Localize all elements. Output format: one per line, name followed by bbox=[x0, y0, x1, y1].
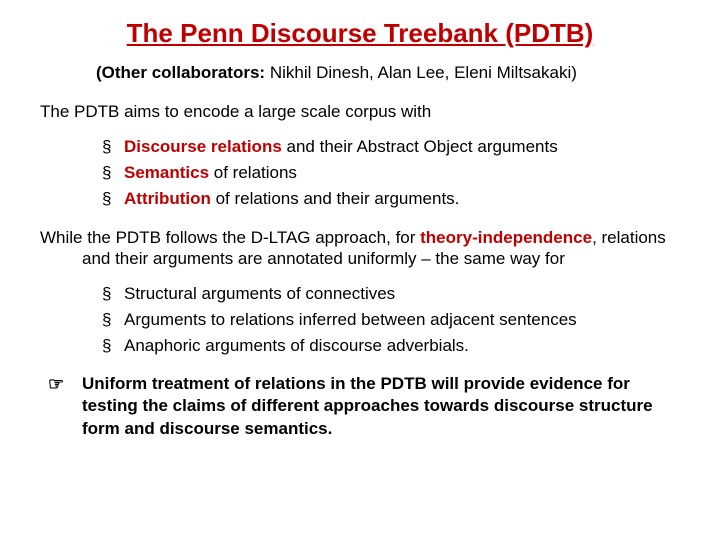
keyword: Attribution bbox=[124, 189, 211, 208]
slide: The Penn Discourse Treebank (PDTB) (Othe… bbox=[0, 0, 720, 540]
list-item: Discourse relations and their Abstract O… bbox=[102, 136, 680, 158]
intro-paragraph: The PDTB aims to encode a large scale co… bbox=[40, 101, 680, 122]
subtitle: (Other collaborators: Nikhil Dinesh, Ala… bbox=[96, 63, 680, 83]
mid-paragraph: While the PDTB follows the D-LTAG approa… bbox=[40, 227, 680, 270]
list-item: Structural arguments of connectives bbox=[102, 283, 680, 305]
bullet-list-2: Structural arguments of connectives Argu… bbox=[40, 283, 680, 357]
list-text: Anaphoric arguments of discourse adverbi… bbox=[124, 336, 469, 355]
keyword: Semantics bbox=[124, 163, 209, 182]
keyword: Discourse relations bbox=[124, 137, 282, 156]
list-item: Anaphoric arguments of discourse adverbi… bbox=[102, 335, 680, 357]
list-item: Attribution of relations and their argum… bbox=[102, 188, 680, 210]
subtitle-rest: Nikhil Dinesh, Alan Lee, Eleni Miltsakak… bbox=[265, 63, 577, 82]
list-text: of relations and their arguments. bbox=[211, 189, 460, 208]
final-text: Uniform treatment of relations in the PD… bbox=[82, 374, 653, 437]
list-item: Arguments to relations inferred between … bbox=[102, 309, 680, 331]
page-title: The Penn Discourse Treebank (PDTB) bbox=[40, 18, 680, 49]
subtitle-lead: (Other collaborators: bbox=[96, 63, 265, 82]
list-text: of relations bbox=[209, 163, 297, 182]
list-text: Arguments to relations inferred between … bbox=[124, 310, 577, 329]
bullet-list-1: Discourse relations and their Abstract O… bbox=[40, 136, 680, 210]
keyword: theory-independence bbox=[420, 228, 592, 247]
mid-pre: While the PDTB follows the D-LTAG approa… bbox=[40, 228, 420, 247]
list-item: Semantics of relations bbox=[102, 162, 680, 184]
final-paragraph: ☞ Uniform treatment of relations in the … bbox=[40, 373, 680, 439]
list-text: Structural arguments of connectives bbox=[124, 284, 395, 303]
pointing-hand-icon: ☞ bbox=[48, 373, 64, 396]
list-text: and their Abstract Object arguments bbox=[282, 137, 558, 156]
